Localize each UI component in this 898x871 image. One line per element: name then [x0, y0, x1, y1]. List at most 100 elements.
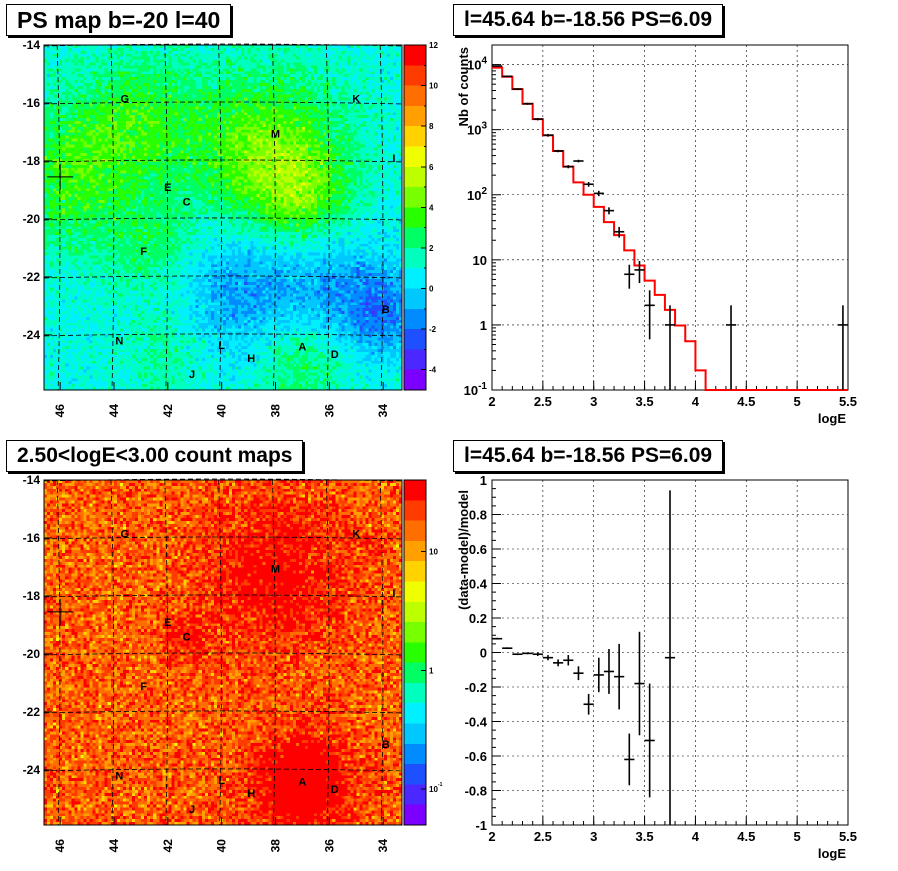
x-tick-label: 2.5 [534, 829, 552, 844]
source-label-G: G [120, 529, 129, 541]
source-label-M: M [271, 128, 280, 140]
residual-point [573, 666, 583, 680]
colorbar-band [404, 521, 426, 542]
y-tick-label: 0 [480, 646, 487, 661]
colorbar-band [404, 744, 426, 765]
colorbar-label: -4 [429, 366, 437, 375]
colorbar-band [404, 663, 426, 684]
source-label-D: D [331, 349, 339, 361]
source-label-F: F [140, 681, 147, 693]
source-label-B: B [382, 304, 390, 316]
data-point [573, 160, 583, 163]
source-label-K: K [352, 94, 360, 106]
source-label-N: N [115, 771, 123, 783]
x-tick-label: 5 [794, 394, 801, 409]
source-label-D: D [331, 784, 339, 796]
source-label-G: G [120, 94, 129, 106]
colorbar-band [404, 106, 426, 127]
source-label-A: A [298, 342, 306, 354]
source-label-L: L [218, 340, 225, 352]
data-point [645, 290, 655, 339]
colorbar-band [404, 683, 426, 704]
colorbar-band [404, 480, 426, 501]
colorbar-band [404, 602, 426, 623]
data-point [512, 88, 522, 90]
source-label-J: J [189, 369, 195, 381]
colorbar-band [404, 146, 426, 167]
colorbar-band [404, 126, 426, 147]
y-tick-label: 1 [480, 473, 487, 488]
colorbar-label: 0 [429, 285, 434, 294]
y-axis-label: (data-model)/model [456, 490, 471, 610]
data-point [665, 305, 675, 390]
colorbar-label: 10 [429, 82, 438, 91]
colorbar-band [404, 561, 426, 582]
residual-point [584, 694, 594, 715]
x-tick-label: 36 [322, 404, 336, 418]
source-label-K: K [352, 529, 360, 541]
colorbar-band [404, 289, 426, 310]
y-tick-label: -1 [475, 818, 487, 833]
y-tick-label: -14 [23, 473, 41, 487]
colorbar-band [404, 329, 426, 350]
y-tick-label: -24 [23, 328, 41, 342]
source-label-H: H [247, 788, 255, 800]
y-tick-label: -16 [23, 96, 41, 110]
colorbar-band [404, 370, 426, 391]
x-tick-label: 44 [107, 404, 121, 418]
colorbar-label: 4 [429, 203, 434, 212]
x-tick-label: 4 [692, 394, 700, 409]
x-tick-label: 2 [488, 394, 495, 409]
y-tick-label: -0.4 [465, 715, 488, 730]
data-point [492, 65, 502, 66]
x-tick-label: 3.5 [636, 829, 654, 844]
source-label-N: N [115, 336, 123, 348]
data-point [726, 305, 736, 390]
colorbar-band [404, 805, 426, 826]
colorbar-label: 2 [429, 244, 434, 253]
colorbar-label: 8 [429, 122, 434, 131]
x-tick-label: 5.5 [839, 829, 857, 844]
colorbar-band [404, 45, 426, 66]
residual-point [502, 647, 512, 649]
colorbar-band [404, 622, 426, 643]
x-tick-label: 34 [376, 839, 390, 853]
colorbar-label: 6 [429, 163, 434, 172]
x-tick-label: 5.5 [839, 394, 857, 409]
x-tick-label: 4.5 [737, 829, 755, 844]
y-tick-label: 10 [473, 253, 487, 268]
heatmap-0: 46 44 42 40 38 36 34-14-16-18-20-22-24G KMIECFB… [23, 38, 403, 417]
colorbar-band [404, 268, 426, 289]
data-point [624, 265, 634, 289]
source-label-H: H [247, 353, 255, 365]
x-tick-label: 38 [268, 839, 282, 853]
x-tick-label: 5 [794, 829, 801, 844]
source-label-J: J [189, 804, 195, 816]
y-tick-label: 1 [480, 318, 487, 333]
y-tick-label: 10-1 [464, 381, 488, 398]
residual-point [553, 659, 563, 666]
x-tick-label: 40 [215, 404, 229, 418]
colorbar-band [404, 248, 426, 269]
x-tick-label: 34 [376, 404, 390, 418]
data-point [523, 103, 533, 105]
residual-point [543, 655, 553, 660]
colorbar-band [404, 228, 426, 249]
colorbar-band [404, 724, 426, 745]
colorbar-label: 12 [429, 41, 438, 50]
residual-plot: 2 2.5 3 3.5 4 4.5 5 5.510.80.60.40.20-0.2-0.4-0… [456, 473, 857, 861]
x-tick-label: 38 [268, 404, 282, 418]
colorbar-band [404, 86, 426, 107]
x-tick-label: 42 [161, 404, 175, 418]
colorbar-band [404, 187, 426, 208]
source-label-F: F [140, 246, 147, 258]
x-tick-label: 2 [488, 829, 495, 844]
y-tick-label: -22 [23, 705, 41, 719]
source-label-C: C [183, 632, 191, 644]
colorbar-band [404, 207, 426, 228]
colorbar-band [404, 642, 426, 663]
source-label-L: L [218, 775, 225, 787]
